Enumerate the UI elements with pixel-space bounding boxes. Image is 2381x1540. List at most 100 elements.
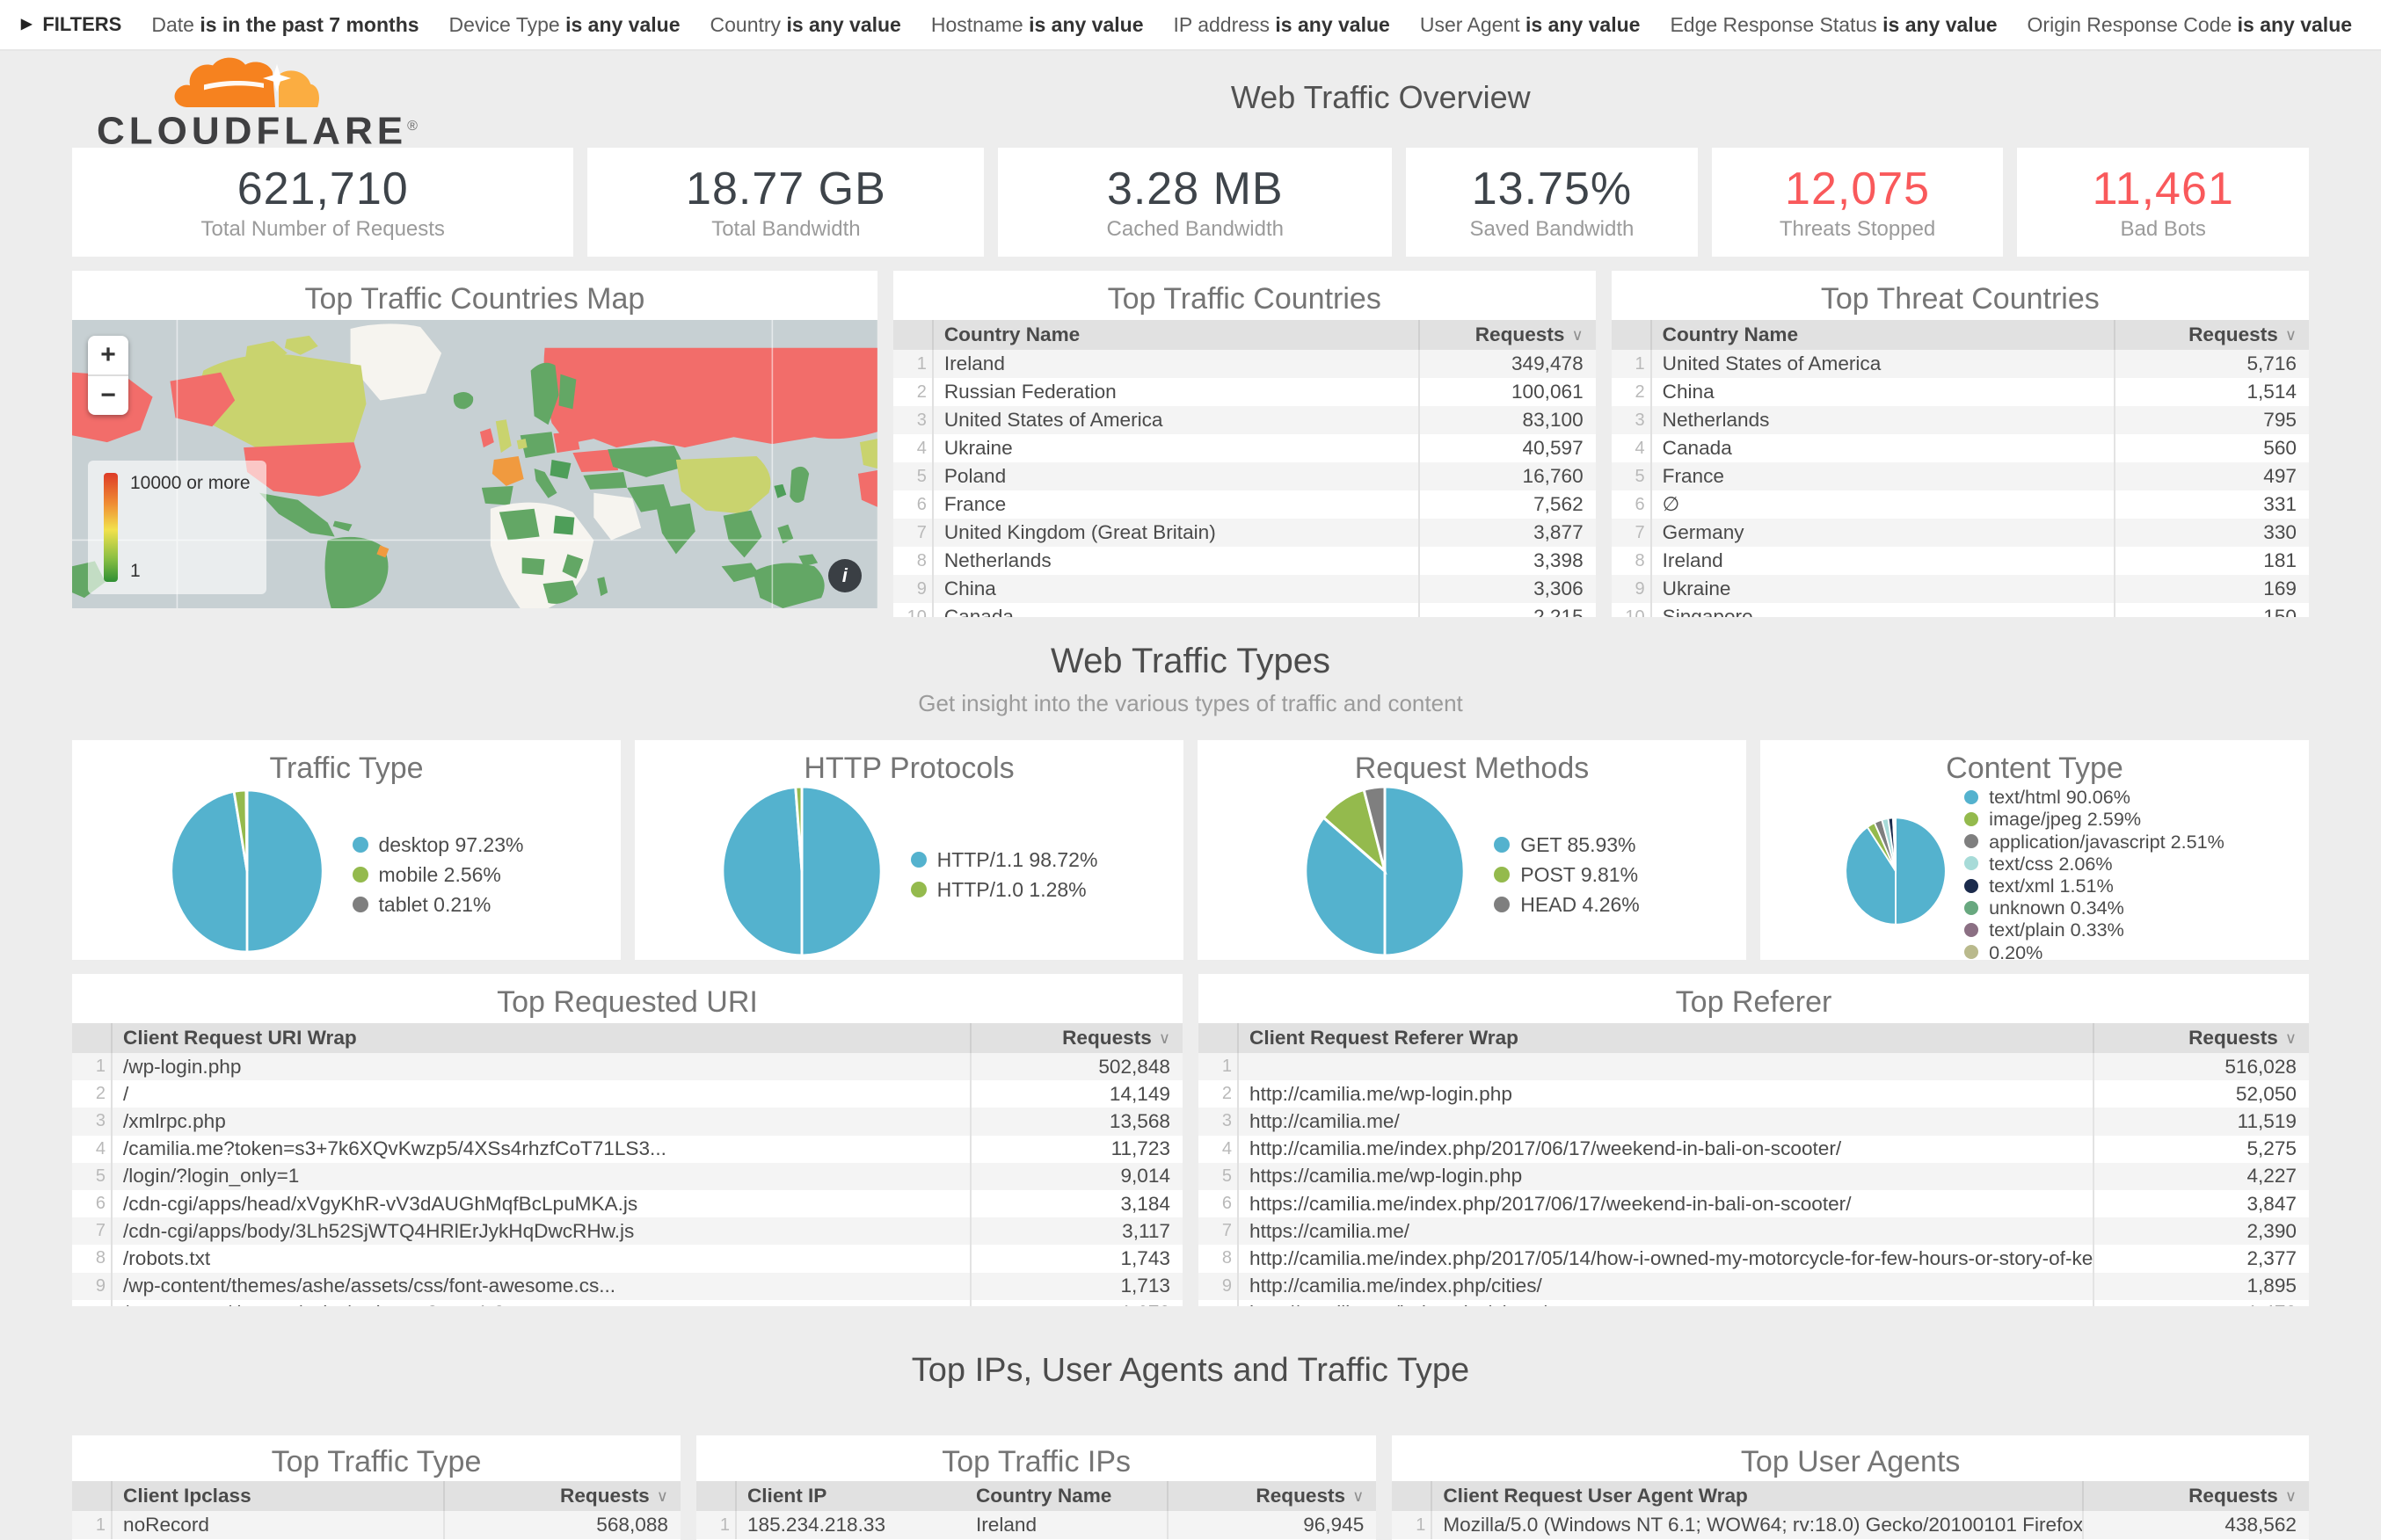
table-row[interactable]: 4 http://camilia.me/index.php/2017/06/17/…: [1198, 1135, 2309, 1163]
cell-requests: 795: [2114, 406, 2309, 434]
page-title: Web Traffic Overview: [1230, 79, 1531, 115]
cell-client-request-uri-wrap: /login/?login_only=1: [123, 1165, 300, 1188]
filter-device-type[interactable]: Device Type is any value: [448, 12, 681, 36]
table-row[interactable]: 7 United Kingdom (Great Britain) 3,877: [892, 519, 1596, 547]
table-row[interactable]: 4 Ukraine 40,597: [892, 434, 1596, 462]
legend-dot: [1494, 897, 1511, 912]
table-header: Client Ipclass Requests ∨: [72, 1481, 681, 1511]
row-number-gutter: [893, 320, 934, 350]
cell-requests: 1,743: [970, 1245, 1183, 1273]
table-row[interactable]: 3 http://camilia.me/11,519: [1198, 1108, 2309, 1136]
table-row[interactable]: 1 Mozilla/5.0 (Windows NT 6.1; WOW64; rv:…: [1392, 1511, 2309, 1539]
table-row[interactable]: 6 ∅ 331: [1611, 490, 2309, 519]
cell-country-name: United States of America: [943, 409, 1163, 431]
row-number: 8: [1612, 547, 1652, 575]
legend-label: POST 9.81%: [1520, 863, 1639, 886]
pie-chart-traffic-type[interactable]: [169, 788, 324, 954]
table-row[interactable]: 10/wp-content/themes/ashe/style.css?ver=…: [72, 1299, 1183, 1306]
cell-requests: 169: [2114, 575, 2309, 603]
table-row[interactable]: 5/login/?login_only=1 9,014: [72, 1162, 1183, 1190]
legend-item-other: 0.20%: [1964, 941, 2224, 960]
table-row[interactable]: 10 Canada 2,215: [892, 603, 1596, 617]
cell-country-name: Canada: [1662, 437, 1732, 459]
table-row[interactable]: 1 516,028: [1198, 1053, 2309, 1081]
filters-toggle[interactable]: ▶ FILTERS: [21, 13, 121, 36]
row-number: 1: [893, 350, 934, 378]
column-header-requests[interactable]: Requests ∨: [1167, 1481, 1376, 1511]
filter-ip-address[interactable]: IP address is any value: [1173, 12, 1390, 36]
cell-requests: 4,227: [2093, 1162, 2309, 1190]
table-row[interactable]: 6/cdn-cgi/apps/head/xVgyKhR-vV3dAUGhMqfB…: [72, 1189, 1183, 1218]
table-row[interactable]: 6 France 7,562: [892, 490, 1596, 519]
table-row[interactable]: 5 France 497: [1611, 462, 2309, 490]
table-row[interactable]: 8/robots.txt 1,743: [72, 1245, 1183, 1273]
table-row[interactable]: 1 185.234.218.33 Ireland 96,945: [695, 1511, 1377, 1539]
table-row[interactable]: 9 http://camilia.me/index.php/cities/1,89…: [1198, 1272, 2309, 1300]
pie-slice-head[interactable]: [1362, 785, 1387, 872]
table-row[interactable]: 9/wp-content/themes/ashe/assets/css/font…: [72, 1272, 1183, 1300]
filter-hostname[interactable]: Hostname is any value: [930, 12, 1144, 36]
pie-slice-other[interactable]: [1894, 817, 1897, 872]
column-header-requests[interactable]: Requests ∨: [442, 1481, 681, 1511]
zoom-in-button[interactable]: +: [100, 340, 116, 369]
filter-origin-response-code[interactable]: Origin Response Code is any value: [2027, 12, 2353, 36]
cell-requests: 9,014: [970, 1162, 1183, 1190]
pie-chart-http-protocols[interactable]: [721, 785, 883, 957]
table-row[interactable]: 2 / 14,149: [72, 1080, 1183, 1108]
table-row[interactable]: 6 https://camilia.me/index.php/2017/06/17…: [1198, 1189, 2309, 1218]
world-map[interactable]: + − 10000 or more 1 i: [72, 320, 877, 608]
cell-requests: 349,478: [1417, 350, 1596, 378]
info-icon[interactable]: i: [827, 559, 862, 592]
table-row[interactable]: 1 noRecord 568,088: [72, 1511, 681, 1539]
table-row[interactable]: 1/wp-login.php 502,848: [72, 1053, 1183, 1081]
table-row[interactable]: 8 http://camilia.me/index.php/2017/05/14/…: [1198, 1245, 2309, 1273]
table-row[interactable]: 7 https://camilia.me/2,390: [1198, 1217, 2309, 1246]
pie-chart-content-type[interactable]: [1845, 817, 1947, 926]
table-row[interactable]: 5 Poland 16,760: [892, 462, 1596, 490]
cell-country-name: Netherlands: [1662, 409, 1770, 431]
table-row[interactable]: 7/cdn-cgi/apps/body/3Lh52SjWTQ4HRlErJykH…: [72, 1217, 1183, 1246]
cell-client-ip: 185.234.218.33: [746, 1514, 886, 1536]
table-row[interactable]: 1 United States of America 5,716: [1611, 350, 2309, 378]
zoom-out-button[interactable]: −: [88, 374, 128, 415]
legend-label: application/javascript 2.51%: [1989, 830, 2224, 853]
table-row[interactable]: 7 Germany 330: [1611, 519, 2309, 547]
table-row[interactable]: 4/camilia.me?token=s3+7k6XQvKwzp5/4XSs4r…: [72, 1135, 1183, 1163]
table-row[interactable]: 5 https://camilia.me/wp-login.php 4,227: [1198, 1162, 2309, 1190]
column-header-requests[interactable]: Requests ∨: [2114, 320, 2309, 350]
table-row[interactable]: 2 http://camilia.me/wp-login.php 52,050: [1198, 1080, 2309, 1108]
table-row[interactable]: 2 China 1,514: [1611, 378, 2309, 406]
column-header-requests[interactable]: Requests ∨: [970, 1023, 1183, 1053]
column-header-requests[interactable]: Requests ∨: [1417, 320, 1596, 350]
table-row[interactable]: 3 United States of America 83,100: [892, 406, 1596, 434]
filter-user-agent[interactable]: User Agent is any value: [1419, 12, 1641, 36]
map-color-legend: 10000 or more 1: [88, 461, 266, 594]
row-number: 9: [1612, 575, 1652, 603]
filter-edge-response-status[interactable]: Edge Response Status is any value: [1670, 12, 1998, 36]
table-row[interactable]: 3/xmlrpc.php 13,568: [72, 1108, 1183, 1136]
cell-requests: 2,215: [1417, 603, 1596, 617]
table-row[interactable]: 10http://camilia.me/index.php/about/1,47…: [1198, 1299, 2309, 1306]
filter-country[interactable]: Country is any value: [710, 12, 901, 36]
table-row[interactable]: 1 Ireland 349,478: [892, 350, 1596, 378]
table-header: Country Name Requests ∨: [892, 320, 1596, 350]
legend-dot: [1964, 900, 1979, 915]
table-row[interactable]: 3 Netherlands 795: [1611, 406, 2309, 434]
table-row[interactable]: 2 Russian Federation 100,061: [892, 378, 1596, 406]
cell-client-request-uri-wrap: /xmlrpc.php: [123, 1109, 226, 1132]
table-row[interactable]: 8 Ireland 181: [1611, 547, 2309, 575]
pie-chart-request-methods[interactable]: [1304, 785, 1466, 957]
legend-item-post: POST 9.81%: [1494, 860, 1640, 890]
section-subtitle-traffic-types: Get insight into the various types of tr…: [918, 690, 1463, 716]
table-row[interactable]: 9 Ukraine 169: [1611, 575, 2309, 603]
pie-slice-tablet[interactable]: [244, 788, 248, 872]
table-row[interactable]: 8 Netherlands 3,398: [892, 547, 1596, 575]
pie-slice-http-1-0[interactable]: [793, 785, 804, 872]
table-row[interactable]: 4 Canada 560: [1611, 434, 2309, 462]
column-header-requests[interactable]: Requests ∨: [2082, 1481, 2309, 1511]
column-header-requests[interactable]: Requests ∨: [2093, 1023, 2309, 1053]
table-row[interactable]: 9 China 3,306: [892, 575, 1596, 603]
table-row[interactable]: 10 Singapore 150: [1611, 603, 2309, 617]
filter-date[interactable]: Date is in the past 7 months: [151, 12, 419, 36]
pie-slice-get[interactable]: [1304, 785, 1466, 957]
